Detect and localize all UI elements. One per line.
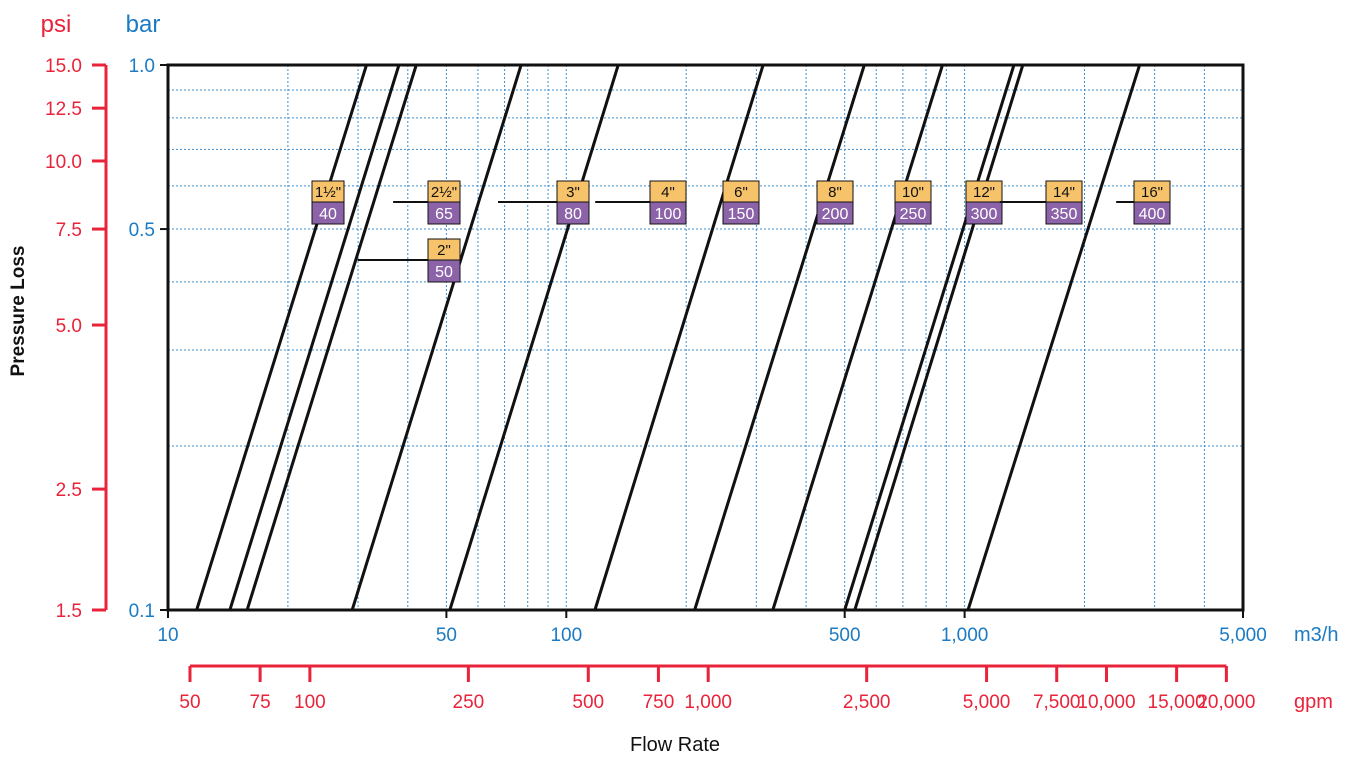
x-tick-label: 500 (829, 625, 861, 646)
dn-size-text: 250 (900, 206, 927, 223)
dn-size-text: 150 (728, 206, 755, 223)
gpm-tick-label: 1,000 (684, 692, 732, 713)
dn-size-text: 65 (435, 206, 453, 223)
inch-size-text: 16" (1141, 184, 1163, 201)
size-label-dn300: 12"300 (965, 180, 1003, 225)
size-label-dn200: 8"200 (816, 180, 854, 225)
inch-size-text: 2" (437, 242, 451, 259)
dn-size-text: 80 (564, 206, 582, 223)
plot-frame (166, 63, 1245, 612)
gpm-tick-label: 50 (179, 692, 200, 713)
y-tick-label: 0.1 (129, 601, 155, 622)
psi-tick-label: 12.5 (45, 99, 82, 120)
gpm-tick-label: 2,500 (843, 692, 891, 713)
series-lines (195, 64, 1142, 611)
y-tick-label: 0.5 (129, 220, 155, 241)
dn-size-box (427, 259, 461, 283)
series-line-dn250 (771, 64, 944, 611)
y-axis-ticks: 0.1 0.5 1.0 (129, 56, 168, 622)
grid (168, 65, 1243, 610)
size-label-dn40: 1½"40 (311, 180, 345, 225)
gpm-unit-label: gpm (1294, 691, 1333, 713)
series-line-dn200 (693, 64, 866, 611)
dn-size-box (816, 201, 854, 225)
x-tick-label: 100 (550, 625, 582, 646)
m3h-unit-label: m3/h (1294, 624, 1338, 646)
dn-size-text: 300 (971, 206, 998, 223)
dn-size-box (1133, 201, 1171, 225)
dn-size-text: 40 (319, 206, 337, 223)
gpm-tick-label: 250 (453, 692, 485, 713)
inch-size-text: 8" (828, 184, 842, 201)
gpm-tick-label: 100 (294, 692, 326, 713)
gpm-tick-label: 75 (250, 692, 271, 713)
size-label-dn250: 10"250 (894, 180, 932, 225)
size-label-dn50: 2"50 (357, 238, 461, 283)
dn-size-text: 200 (822, 206, 849, 223)
inch-size-text: 12" (973, 184, 995, 201)
dn-size-box (649, 201, 687, 225)
dn-size-box (722, 201, 760, 225)
dn-size-box (894, 201, 932, 225)
gpm-tick-label: 20,000 (1197, 692, 1255, 713)
inch-size-text: 1½" (315, 184, 341, 201)
dn-size-text: 100 (655, 206, 682, 223)
x-tick-label: 10 (157, 625, 178, 646)
size-label-dn80: 3"80 (498, 180, 590, 225)
size-label-dn150: 6"150 (722, 180, 760, 225)
inch-size-text: 10" (902, 184, 924, 201)
psi-unit-label: psi (41, 11, 72, 38)
psi-tick-label: 7.5 (56, 220, 82, 241)
psi-axis: 1.5 2.5 5.0 7.5 10.0 12.5 15.0 (45, 56, 108, 622)
series-line-dn80 (350, 64, 523, 611)
dn-size-box (556, 201, 590, 225)
dn-size-box (1045, 201, 1083, 225)
gpm-tick-label: 750 (643, 692, 675, 713)
size-label-dn400: 16"400 (1116, 180, 1171, 225)
dn-size-text: 50 (435, 264, 453, 281)
series-line-dn65 (245, 64, 418, 611)
series-line-dn150 (593, 64, 765, 611)
x-tick-label: 1,000 (941, 625, 989, 646)
gpm-tick-label: 10,000 (1077, 692, 1135, 713)
gpm-tick-label: 5,000 (963, 692, 1011, 713)
dn-size-text: 400 (1139, 206, 1166, 223)
x-axis-title: Flow Rate (630, 734, 720, 756)
psi-tick-label: 1.5 (56, 601, 82, 622)
dn-size-box (311, 201, 345, 225)
psi-tick-label: 5.0 (56, 316, 82, 337)
series-line-dn350 (853, 64, 1025, 611)
gpm-axis: 50 75 100 250 500 750 1,000 2,500 5,000 7,50010,0… (179, 664, 1255, 713)
size-label-dn350: 14"350 (999, 180, 1083, 225)
inch-size-text: 14" (1053, 184, 1075, 201)
gpm-tick-label: 15,000 (1148, 692, 1206, 713)
x-tick-label: 5,000 (1219, 625, 1267, 646)
psi-tick-label: 15.0 (45, 56, 82, 77)
x-tick-label: 50 (436, 625, 457, 646)
size-label-dn100: 4"100 (595, 180, 687, 225)
series-line-dn100 (448, 64, 620, 611)
y-axis-title: Pressure Loss (8, 246, 29, 377)
gpm-tick-label: 7,500 (1033, 692, 1081, 713)
psi-tick-label: 2.5 (56, 480, 82, 501)
y-tick-label: 1.0 (129, 56, 155, 77)
inch-size-text: 4" (661, 184, 675, 201)
inch-size-text: 6" (734, 184, 748, 201)
dn-size-box (965, 201, 1003, 225)
dn-size-box (427, 201, 461, 225)
inch-size-text: 3" (566, 184, 580, 201)
dn-size-text: 350 (1051, 206, 1078, 223)
series-line-dn40 (195, 64, 368, 611)
bar-unit-label: bar (126, 11, 161, 38)
gpm-tick-label: 500 (572, 692, 604, 713)
size-label-dn65: 2½"65 (393, 180, 461, 225)
series-line-dn400 (966, 64, 1142, 611)
series-line-dn50 (228, 64, 401, 611)
series-line-dn300 (843, 64, 1016, 611)
x-axis-ticks: 10 50 100 500 1,000 5,000 (157, 610, 1267, 646)
psi-tick-label: 10.0 (45, 152, 82, 173)
inch-size-text: 2½" (431, 184, 457, 201)
pipe-size-labels: 1½"402"502½"653"804"1006"1508"20010"2501… (311, 180, 1171, 283)
